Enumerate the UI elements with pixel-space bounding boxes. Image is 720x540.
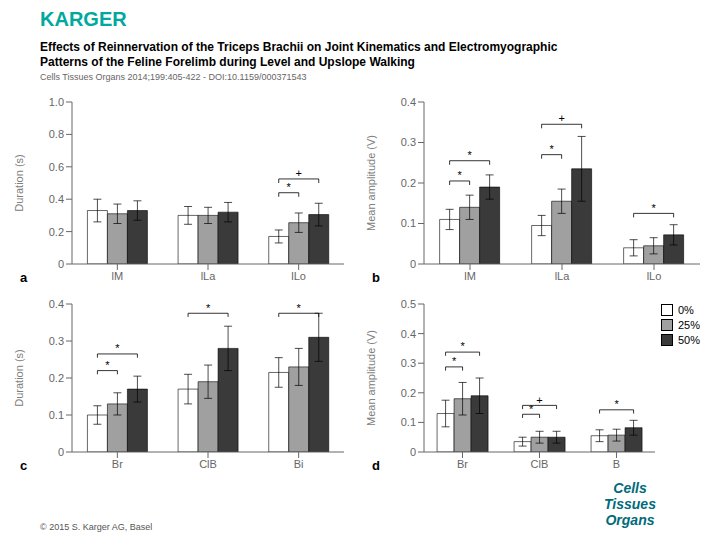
html-text:Organs: Organs xyxy=(605,512,655,528)
svg-text:0.1: 0.1 xyxy=(401,217,416,229)
html-text:50%: 50% xyxy=(678,334,700,346)
svg-text:*: * xyxy=(460,340,465,352)
svg-text:lLo: lLo xyxy=(291,270,306,282)
svg-text:*: * xyxy=(105,359,110,371)
svg-text:*: * xyxy=(529,403,534,415)
svg-text:lLo: lLo xyxy=(647,270,662,282)
svg-text:0: 0 xyxy=(410,446,416,458)
svg-text:0.3: 0.3 xyxy=(49,335,64,347)
svg-text:+: + xyxy=(558,112,564,124)
html-text:KARGER: KARGER xyxy=(40,8,127,30)
svg-text:0.4: 0.4 xyxy=(49,193,64,205)
html-text:0%: 0% xyxy=(678,304,694,316)
svg-text:0.4: 0.4 xyxy=(49,298,64,310)
html-text:25%: 25% xyxy=(678,319,700,331)
svg-text:0.2: 0.2 xyxy=(49,226,64,238)
svg-text:0.5: 0.5 xyxy=(401,298,416,310)
svg-text:Br: Br xyxy=(112,458,123,470)
svg-text:0.2: 0.2 xyxy=(401,387,416,399)
svg-text:0.1: 0.1 xyxy=(49,409,64,421)
svg-text:ClB: ClB xyxy=(531,458,549,470)
svg-text:Mean amplitude (V): Mean amplitude (V) xyxy=(366,330,377,426)
svg-text:0.2: 0.2 xyxy=(401,177,416,189)
svg-text:*: * xyxy=(467,149,472,161)
svg-text:*: * xyxy=(115,342,120,354)
html-text:a: a xyxy=(20,270,28,285)
html-text:Cells Tissues Organs 2014;199:: Cells Tissues Organs 2014;199:405-422 - … xyxy=(40,72,307,82)
svg-text:Duration (s): Duration (s) xyxy=(14,154,25,211)
svg-text:1.0: 1.0 xyxy=(49,96,64,108)
svg-text:0: 0 xyxy=(410,258,416,270)
svg-text:Mean amplitude (V): Mean amplitude (V) xyxy=(366,135,377,231)
svg-text:0.3: 0.3 xyxy=(401,136,416,148)
svg-text:*: * xyxy=(651,202,656,214)
svg-text:0.4: 0.4 xyxy=(401,328,416,340)
svg-text:Br: Br xyxy=(457,458,468,470)
svg-text:lM: lM xyxy=(464,270,476,282)
svg-text:lM: lM xyxy=(112,270,124,282)
svg-text:*: * xyxy=(287,181,292,193)
svg-text:Bi: Bi xyxy=(294,458,304,470)
svg-text:0.6: 0.6 xyxy=(49,161,64,173)
svg-text:0.1: 0.1 xyxy=(401,416,416,428)
svg-text:+: + xyxy=(536,394,542,406)
svg-text:0.3: 0.3 xyxy=(401,357,416,369)
svg-text:0.2: 0.2 xyxy=(49,372,64,384)
svg-text:B: B xyxy=(613,458,620,470)
html-text:d: d xyxy=(372,458,380,473)
html-text:c: c xyxy=(20,458,28,473)
svg-text:*: * xyxy=(549,143,554,155)
svg-text:0: 0 xyxy=(58,446,64,458)
html-text:b: b xyxy=(372,270,380,285)
html-text:Tissues: Tissues xyxy=(604,496,656,512)
svg-text:Duration (s): Duration (s) xyxy=(14,349,25,406)
html-text:Effects of Reinnervation of th: Effects of Reinnervation of the Triceps … xyxy=(40,40,558,54)
svg-text:lLa: lLa xyxy=(201,270,217,282)
svg-text:*: * xyxy=(452,355,457,367)
svg-text:0: 0 xyxy=(58,258,64,270)
svg-text:0.4: 0.4 xyxy=(401,96,416,108)
svg-text:*: * xyxy=(297,302,302,314)
html-text:© 2015 S. Karger AG, Basel: © 2015 S. Karger AG, Basel xyxy=(40,522,153,532)
svg-text:ClB: ClB xyxy=(199,458,217,470)
svg-text:*: * xyxy=(457,169,462,181)
svg-text:lLa: lLa xyxy=(555,270,571,282)
svg-text:*: * xyxy=(614,398,619,410)
html-text:Patterns of the Feline Forelim: Patterns of the Feline Forelimb during L… xyxy=(40,55,415,69)
svg-text:0.8: 0.8 xyxy=(49,128,64,140)
svg-text:*: * xyxy=(206,302,211,314)
svg-text:+: + xyxy=(296,167,302,179)
html-text:Cells: Cells xyxy=(613,480,647,496)
